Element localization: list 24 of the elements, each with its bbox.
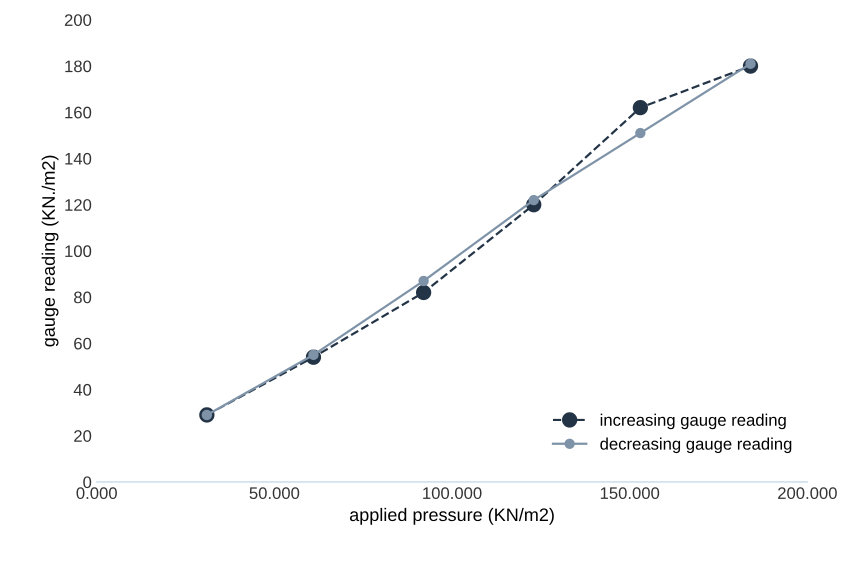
x-tick-label: 100.000: [423, 487, 482, 500]
y-tick-label: 20: [74, 430, 92, 442]
y-tick-label: 160: [65, 106, 92, 118]
x-tick-label: 0.000: [76, 487, 117, 500]
point: [416, 284, 432, 300]
point: [632, 100, 648, 116]
y-tick-label: 120: [65, 199, 92, 211]
y-tick-label: 200: [64, 14, 92, 26]
y-tick-label: 100: [65, 245, 92, 258]
point: [418, 276, 429, 286]
x-tick-label: 150.000: [600, 487, 660, 500]
x-axis-title: applied pressure (KN/m2): [350, 508, 554, 525]
y-tick-label: 140: [65, 152, 92, 165]
y-tick-label: 60: [74, 338, 92, 350]
y-tick-label: 180: [65, 60, 92, 72]
legend-label: increasing gauge reading: [600, 414, 786, 430]
y-tick-label: 0: [83, 476, 92, 488]
y-tick-label: 80: [74, 292, 92, 304]
legend-label: decreasing gauge reading: [600, 438, 792, 454]
point: [635, 128, 646, 138]
x-tick-label: 200.000: [778, 487, 837, 500]
x-tick-label: 50.000: [250, 487, 300, 500]
y-tick-label: 40: [74, 384, 92, 396]
y-axis-title: gauge reading (KN./m2): [42, 156, 58, 346]
